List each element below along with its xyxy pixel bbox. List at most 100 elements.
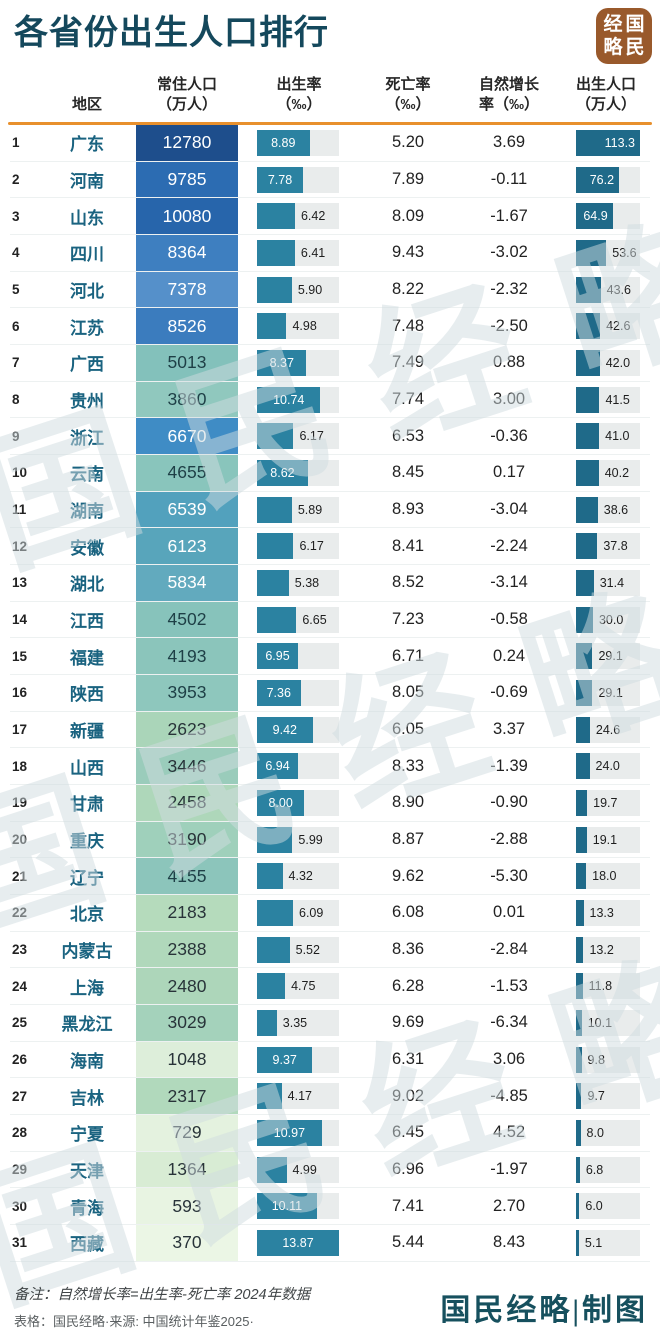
natural-growth-value: -0.90 [490,793,528,812]
rank-value: 6 [12,318,20,334]
population-heatmap-cell: 4193 [136,638,238,675]
birth-rate-bar-track: 6.41 [257,239,339,266]
births-bar-track: 42.0 [576,349,640,376]
region-name: 四川 [70,245,104,265]
table-row: 14 江西 4502 6.65 7.23 -0.58 30.0 [10,601,650,639]
birth-rate-cell: 5.90 [238,276,360,303]
birth-rate-value: 7.78 [267,172,293,187]
death-rate-value: 8.33 [391,756,425,775]
death-rate-value: 6.96 [391,1160,425,1179]
population-heatmap-cell: 6670 [136,418,238,455]
births-value: 31.4 [599,575,625,590]
birth-rate-bar-track: 5.52 [257,936,339,963]
rank-value: 10 [12,465,28,481]
region-name: 新疆 [70,722,104,742]
rank-value: 27 [12,1088,28,1104]
table-row: 17 新疆 2623 9.42 6.05 3.37 24.6 [10,711,650,749]
death-rate-value: 9.02 [391,1086,425,1105]
region-name: 青海 [70,1198,104,1218]
births-value: 13.2 [589,942,614,957]
birth-rate-bar [257,569,289,596]
births-bar [576,863,587,890]
births-cell: 41.5 [562,386,650,413]
births-bar-track: 9.8 [576,1046,640,1073]
birth-rate-value: 9.42 [272,722,298,737]
rank-value: 3 [12,208,20,224]
births-value: 9.7 [587,1089,605,1104]
natural-growth-value: -3.02 [490,243,528,262]
natural-growth-value: 3.00 [492,390,526,409]
births-bar [576,789,588,816]
births-value: 42.0 [605,355,631,370]
births-cell: 41.0 [562,423,650,450]
birth-rate-value: 6.09 [299,905,324,920]
births-cell: 29.1 [562,679,650,706]
rank-value: 26 [12,1052,28,1068]
region-name: 内蒙古 [61,942,113,962]
table-row: 23 内蒙古 2388 5.52 8.36 -2.84 13.2 [10,931,650,969]
rank-value: 5 [12,282,20,298]
births-value: 76.2 [589,172,615,187]
table-body: 1 广东 12780 8.89 5.20 3.69 113.3 2 河南 9 7 [0,125,660,1262]
footnote: 备注：自然增长率=出生率-死亡率 2024年数据 [14,1287,311,1303]
births-value: 38.6 [603,502,629,517]
birth-rate-bar [257,1046,313,1073]
natural-growth-value: 3.06 [492,1050,526,1069]
birth-rate-value: 10.97 [273,1125,306,1140]
region-name: 陕西 [70,685,104,705]
natural-growth-column-header: 自然增长 率（‰） [478,76,539,113]
birth-rate-value: 6.94 [265,759,290,774]
births-cell: 64.9 [562,203,650,230]
birth-rate-value: 6.17 [299,429,324,444]
rank-value: 31 [12,1235,28,1251]
table-row: 30 青海 593 10.11 7.41 2.70 6.0 [10,1188,650,1226]
natural-growth-value: -1.53 [490,976,528,995]
births-bar [576,129,640,156]
region-name: 甘肃 [70,795,104,815]
birth-rate-bar-track: 6.95 [257,643,339,670]
table-row: 15 福建 4193 6.95 6.71 0.24 29.1 [10,638,650,676]
birth-rate-value: 4.75 [291,979,316,994]
births-bar [576,826,587,853]
births-bar [576,973,583,1000]
births-cell: 29.1 [562,643,650,670]
region-name: 安徽 [70,538,104,558]
birth-rate-bar [257,1229,339,1256]
birth-rate-bar-track: 7.36 [257,679,339,706]
birth-rate-bar-track: 9.37 [257,1046,339,1073]
births-bar [576,899,584,926]
birth-rate-cell: 4.99 [238,1156,360,1183]
region-name: 河北 [70,282,104,302]
births-bar [576,1193,580,1220]
credit-signature: 国民经略|制图 [440,1293,648,1327]
births-value: 10.1 [587,1015,613,1030]
births-bar [576,1229,579,1256]
births-bar [576,643,593,670]
table-row: 20 重庆 3190 5.99 8.87 -2.88 19.1 [10,821,650,859]
region-name: 江苏 [70,318,104,338]
rank-value: 2 [12,172,20,187]
table-row: 26 海南 1048 9.37 6.31 3.06 9.8 [10,1041,650,1079]
births-cell: 31.4 [562,569,650,596]
table-row: 16 陕西 3953 7.36 8.05 -0.69 29.1 [10,675,650,712]
region-name: 西藏 [70,1235,104,1255]
population-heatmap-cell: 370 [136,1225,238,1261]
birth-rate-bar-track: 8.37 [257,349,339,376]
death-rate-value: 8.93 [391,500,425,519]
birth-rate-cell: 4.17 [238,1083,360,1110]
birth-rate-value: 3.35 [282,1015,308,1030]
table-row: 3 山东 10080 6.42 8.09 -1.67 64.9 [10,198,650,236]
births-value: 6.8 [585,1162,604,1177]
death-rate-value: 8.87 [391,830,425,849]
birth-rate-bar-track: 5.89 [257,496,339,523]
birth-rate-bar [257,973,286,1000]
births-bar [576,166,620,193]
region-name: 天津 [70,1162,104,1182]
population-heatmap-cell: 9785 [136,161,238,198]
birth-rate-value: 6.65 [302,612,327,627]
header-divider [8,122,652,125]
births-bar-track: 8.0 [576,1119,640,1146]
birth-rate-cell: 6.42 [238,203,360,230]
birth-rate-bar [257,1156,287,1183]
